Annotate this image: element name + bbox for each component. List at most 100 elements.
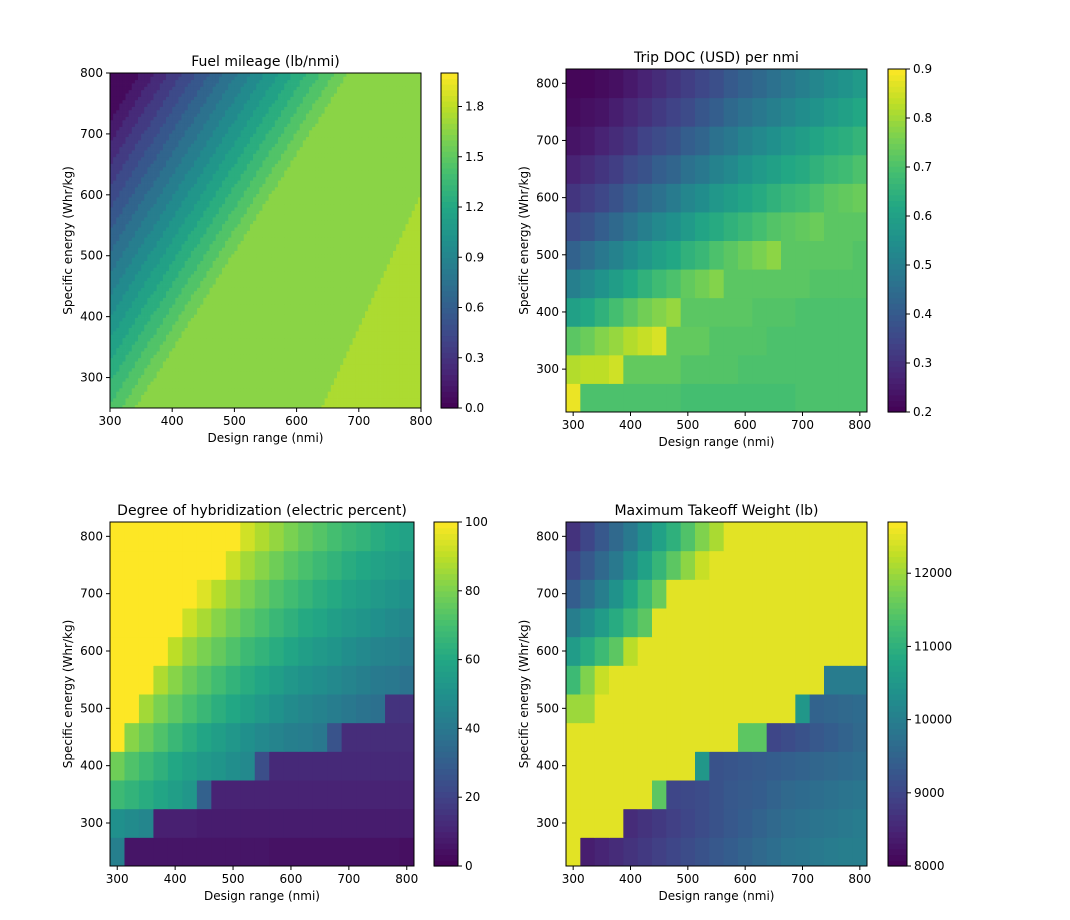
contour-cell <box>312 284 316 288</box>
contour-cell <box>175 287 179 292</box>
contour-cell <box>175 284 179 288</box>
contour-cell <box>349 394 353 399</box>
contour-cell <box>178 404 182 409</box>
contour-cell <box>368 334 372 339</box>
contour-cell <box>234 361 238 365</box>
contour-cell <box>153 401 158 406</box>
contour-cell <box>408 317 413 322</box>
contour-cell <box>393 364 397 369</box>
contour-cell <box>271 361 276 365</box>
contour-cell <box>150 404 154 409</box>
contour-cell <box>134 277 139 282</box>
contour-cell <box>330 391 335 395</box>
contour-cell <box>365 260 369 265</box>
contour-cell <box>200 307 204 312</box>
contour-cell <box>277 377 282 382</box>
contour-cell <box>137 334 142 339</box>
contour-cell <box>134 267 139 272</box>
contour-cell <box>246 344 251 349</box>
contour-cell <box>193 391 198 395</box>
contour-cell <box>299 297 304 302</box>
contour-cell <box>249 330 254 335</box>
contour-cell <box>134 361 139 365</box>
contour-cell <box>144 294 148 298</box>
contour-cell <box>361 354 366 359</box>
contour-cell <box>380 314 385 318</box>
contour-cell <box>402 351 406 355</box>
contour-cell <box>281 404 285 409</box>
contour-cell <box>365 384 369 389</box>
contour-cell <box>137 384 142 389</box>
contour-cell <box>411 294 416 298</box>
contour-cell <box>172 277 176 282</box>
contour-cell <box>411 357 416 362</box>
contour-cell <box>190 401 195 406</box>
contour-cell <box>265 391 270 395</box>
contour-cell <box>411 243 416 248</box>
contour-cell <box>293 304 297 308</box>
contour-cell <box>187 314 192 318</box>
contour-cell <box>299 257 304 261</box>
contour-cell <box>187 371 192 375</box>
contour-cell <box>193 257 198 261</box>
contour-cell <box>361 314 366 318</box>
contour-cell <box>414 361 419 365</box>
contour-cell <box>110 334 114 339</box>
contour-cell <box>203 253 207 258</box>
contour-cell <box>318 304 322 308</box>
contour-cell <box>346 300 350 305</box>
contour-cell <box>340 401 344 406</box>
contour-cell <box>259 317 263 322</box>
contour-cell <box>377 320 381 325</box>
contour-cell <box>399 377 403 382</box>
contour-cell <box>156 357 161 362</box>
contour-cell <box>399 354 403 359</box>
contour-cell <box>290 391 294 395</box>
contour-cell <box>408 401 413 406</box>
contour-cell <box>172 404 176 409</box>
contour-cell <box>172 280 176 285</box>
contour-cell <box>203 263 207 268</box>
contour-cell <box>324 374 329 379</box>
contour-cell <box>277 327 282 332</box>
contour-cell <box>389 337 394 342</box>
contour-cell <box>159 351 164 355</box>
contour-cell <box>340 374 344 379</box>
contour-cell <box>290 304 294 308</box>
contour-cell <box>386 351 391 355</box>
contour-cell <box>262 243 266 248</box>
contour-cell <box>240 274 245 278</box>
contour-cell <box>172 317 176 322</box>
contour-cell <box>215 310 220 315</box>
contour-cell <box>187 404 192 409</box>
contour-cell <box>386 384 391 389</box>
contour-cell <box>271 247 276 251</box>
contour-cell <box>284 263 288 268</box>
contour-cell <box>259 314 263 318</box>
contour-cell <box>141 243 145 248</box>
contour-cell <box>389 247 394 251</box>
contour-cell <box>290 307 294 312</box>
contour-cell <box>231 361 235 365</box>
contour-cell <box>405 374 409 379</box>
contour-cell <box>128 371 133 375</box>
contour-cell <box>318 357 322 362</box>
contour-cell <box>327 270 332 275</box>
contour-cell <box>256 361 260 365</box>
contour-cell <box>153 351 158 355</box>
contour-cell <box>234 250 238 255</box>
contour-cell <box>228 404 232 409</box>
contour-cell <box>110 290 114 295</box>
contour-cell <box>128 357 133 362</box>
contour-cell <box>150 374 154 379</box>
contour-cell <box>321 247 325 251</box>
contour-cell <box>305 404 310 409</box>
contour-cell <box>389 357 394 362</box>
contour-cell <box>265 334 270 339</box>
contour-cell <box>343 240 347 245</box>
contour-cell <box>337 387 341 392</box>
contour-cell <box>327 274 332 278</box>
contour-cell <box>274 314 279 318</box>
contour-cell <box>330 377 335 382</box>
contour-cell <box>209 250 214 255</box>
